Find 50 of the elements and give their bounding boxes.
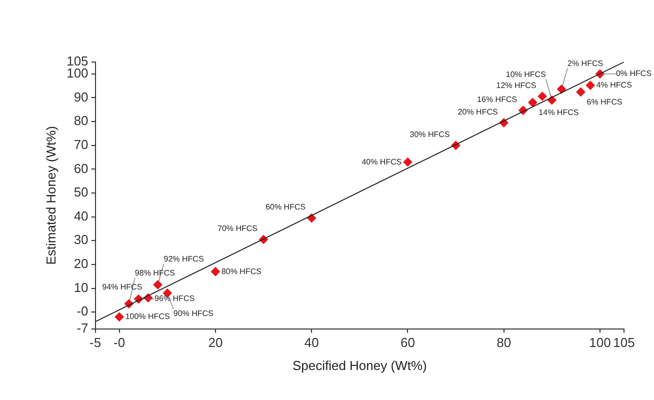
y-tick-label: 40	[74, 208, 88, 224]
point	[528, 98, 538, 107]
annotation: 6% HFCS	[586, 98, 622, 107]
y-tick-label: -7	[76, 320, 88, 336]
x-tick-label: 60	[400, 335, 415, 350]
x-tick-label: 40	[304, 335, 319, 350]
annotation: 12% HFCS	[496, 81, 536, 90]
point	[576, 88, 586, 97]
point	[586, 80, 595, 90]
point	[210, 267, 220, 276]
x-tick-label: -0	[114, 335, 126, 350]
x-tick-label: 20	[208, 335, 223, 350]
y-tick-label: 60	[74, 160, 88, 176]
annotation: 60% HFCS	[266, 202, 306, 212]
point	[557, 84, 566, 94]
annotation: 80% HFCS	[221, 266, 262, 276]
x-axis-title: Specified Honey (Wt%)	[292, 358, 427, 373]
y-tick-label: 90	[74, 89, 88, 104]
point	[538, 92, 547, 101]
x-tick-label: 105	[613, 335, 635, 350]
y-tick-label: 20	[74, 256, 88, 272]
annotation: 40% HFCS	[362, 157, 402, 166]
y-tick-label: 70	[74, 136, 88, 152]
y-tick-label: 50	[74, 184, 88, 200]
annotation: 4% HFCS	[596, 80, 632, 90]
x-tick-label: 100	[589, 335, 611, 350]
y-tick-label: 10	[74, 280, 88, 295]
y-tick-label: -0	[76, 304, 88, 319]
annotation: 100% HFCS	[125, 312, 170, 322]
annotation: 96% HFCS	[154, 294, 195, 304]
annotation: 0% HFCS	[616, 69, 652, 78]
x-tick-label: -5	[90, 335, 102, 350]
annotation: 2% HFCS	[568, 58, 604, 68]
annotation: 20% HFCS	[458, 107, 498, 116]
annotation: 16% HFCS	[477, 95, 518, 104]
point	[403, 158, 412, 167]
annotation: 14% HFCS	[538, 108, 579, 118]
annotation: 94% HFCS	[102, 282, 142, 292]
y-tick-label: 80	[74, 113, 88, 128]
annotation: 90% HFCS	[173, 308, 214, 318]
point	[114, 312, 124, 322]
annotation: 92% HFCS	[164, 254, 204, 264]
annotation: 98% HFCS	[134, 268, 175, 278]
annotation: 30% HFCS	[410, 130, 450, 140]
annotation: 10% HFCS	[506, 70, 546, 79]
y-axis-title: Estimated Honey (Wt%)	[43, 126, 58, 265]
annotation: 70% HFCS	[218, 224, 258, 234]
x-tick-label: 80	[496, 335, 512, 350]
point	[153, 280, 162, 290]
y-tick-label: 30	[74, 232, 88, 248]
